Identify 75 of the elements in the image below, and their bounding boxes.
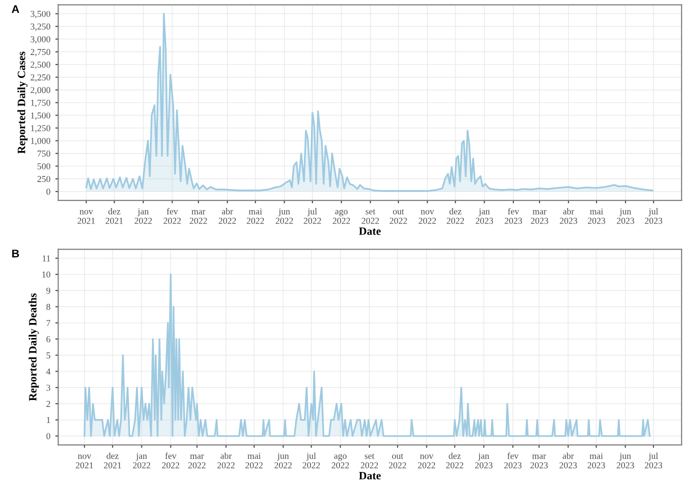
x-axis-title: Date [358, 472, 381, 480]
x-tick-label: jul 2022 [304, 208, 321, 224]
x-tick-label: jan 2022 [134, 208, 152, 224]
x-tick-label: mai 2023 [588, 452, 605, 468]
x-tick-label: abr 2022 [217, 452, 235, 468]
x-tick-label: dez 2021 [106, 208, 123, 224]
x-tick-label: set 2022 [362, 209, 379, 224]
x-tick-label: jun 2023 [616, 208, 634, 224]
x-tick-label: dez 2022 [446, 452, 464, 468]
y-tick-label: 0 [46, 433, 50, 440]
y-axis-title: Reported Daily Deaths [28, 293, 39, 401]
x-tick-label: mar 2022 [188, 454, 206, 468]
x-tick-label: mar 2023 [530, 210, 548, 224]
x-tick-label: nov 2021 [76, 454, 93, 468]
x-tick-label: mai 2022 [246, 452, 263, 468]
x-tick-label: jun 2023 [616, 452, 634, 468]
x-axis-title: Date [358, 228, 381, 235]
x-tick-label: nov 2022 [418, 210, 436, 224]
x-tick-label: abr 2023 [560, 452, 577, 468]
y-tick-label: 1,250 [31, 125, 50, 133]
x-tick-label: abr 2022 [218, 208, 236, 224]
x-tick-label: abr 2023 [560, 208, 578, 224]
x-tick-label: fev 2022 [162, 452, 180, 468]
chart-title: A [12, 5, 20, 13]
y-tick-label: 7 [46, 320, 50, 326]
x-tick-label: nov 2022 [418, 454, 436, 468]
y-tick-label: 1,000 [31, 138, 50, 146]
y-tick-label: 11 [42, 255, 50, 262]
y-tick-label: 0 [46, 188, 50, 195]
y-axis-title: Reported Daily Cases [17, 52, 28, 154]
x-tick-label: mai 2022 [246, 208, 264, 224]
x-tick-label: mar 2023 [530, 454, 548, 468]
y-tick-label: 2,250 [30, 74, 50, 82]
x-tick-label: dez 2021 [104, 452, 122, 468]
y-tick-label: 5 [46, 352, 50, 358]
y-tick-label: 10 [42, 272, 50, 278]
y-tick-label: 500 [38, 163, 50, 170]
x-tick-label: set 2022 [360, 454, 378, 468]
x-tick-label: fev 2023 [504, 452, 522, 468]
x-tick-label: fev 2022 [164, 208, 181, 224]
x-tick-label: nov 2021 [78, 210, 95, 224]
y-tick-label: 2,750 [30, 48, 50, 56]
y-tick-label: 3,500 [30, 10, 50, 18]
x-tick-label: jun 2022 [274, 452, 292, 468]
x-tick-label: mar 2022 [190, 210, 207, 224]
y-tick-label: 2,000 [30, 87, 50, 94]
y-tick-label: 3 [46, 384, 50, 391]
x-tick-label: ago 2022 [332, 210, 350, 224]
x-tick-label: mai 2023 [588, 208, 606, 224]
y-tick-label: 1,500 [31, 112, 50, 120]
y-tick-label: 2 [46, 400, 50, 407]
y-tick-label: 1 [46, 417, 50, 423]
y-tick-label: 250 [37, 176, 50, 182]
y-tick-label: 750 [38, 150, 50, 157]
x-tick-label: jan 2022 [133, 452, 150, 468]
y-tick-label: 4 [46, 368, 50, 375]
y-tick-label: 3,250 [30, 24, 50, 31]
y-tick-label: 2,500 [30, 62, 50, 70]
x-tick-label: out 2022 [388, 454, 406, 468]
y-tick-label: 6 [46, 336, 50, 342]
x-tick-label: ago 2022 [332, 454, 349, 468]
x-tick-label: jan 2023 [476, 208, 494, 224]
x-tick-label: jul 2023 [644, 208, 662, 224]
x-tick-label: jul 2022 [302, 452, 320, 468]
x-tick-label: out 2022 [390, 209, 407, 224]
x-tick-label: fev 2023 [504, 208, 522, 224]
x-tick-label: jan 2023 [475, 452, 492, 468]
x-tick-label: jun 2022 [276, 208, 293, 224]
y-tick-label: 1,750 [31, 100, 50, 108]
chart-title: B [12, 250, 19, 258]
x-tick-label: jul 2023 [644, 452, 662, 468]
y-tick-label: 3,000 [30, 36, 50, 44]
y-tick-label: 9 [46, 288, 50, 294]
y-tick-label: 8 [46, 304, 50, 310]
x-tick-label: dez 2022 [446, 208, 464, 224]
